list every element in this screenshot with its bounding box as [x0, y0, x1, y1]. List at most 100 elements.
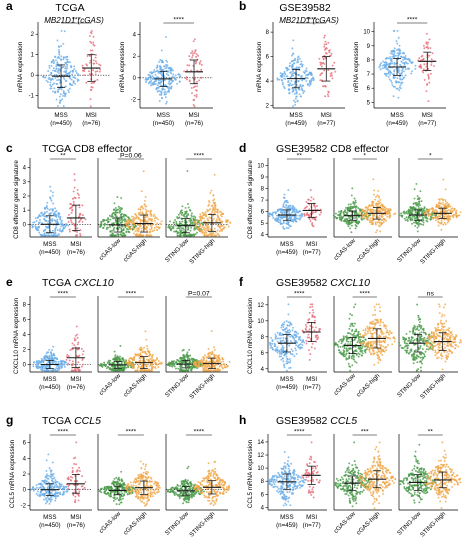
data-point-msi [325, 51, 327, 54]
data-point-cgas-high [143, 346, 146, 349]
data-point-sting-high [206, 210, 209, 213]
data-point-mss [400, 60, 403, 63]
data-point-mss [46, 207, 49, 210]
data-point-mss [302, 84, 304, 87]
data-point-cgas-high [371, 222, 374, 225]
data-point-mss [282, 203, 285, 206]
data-point-msi [77, 361, 80, 364]
data-point-mss [168, 87, 170, 90]
data-point-mss [62, 74, 65, 77]
data-point-msi [313, 204, 316, 207]
data-point-sting-low [172, 362, 175, 364]
data-point-mss [289, 204, 292, 207]
data-point-mss [53, 82, 56, 85]
data-point-msi [78, 196, 80, 199]
data-point-mss [60, 29, 63, 32]
data-point-mss [389, 70, 392, 73]
data-point-cgas-low [108, 367, 111, 370]
data-point-cgas-low [343, 213, 345, 215]
data-point-cgas-high [146, 347, 149, 350]
data-point-sting-low [415, 182, 418, 185]
data-point-mss [64, 56, 67, 59]
x-n-label-d: (n=459) [276, 249, 298, 256]
data-point-sting-low [404, 212, 406, 215]
data-point-sting-low [191, 365, 193, 368]
data-point-mss [47, 70, 50, 73]
data-point-mss [58, 51, 61, 54]
data-point-mss [32, 365, 35, 368]
data-point-mss [273, 211, 276, 214]
data-point-msi [88, 72, 91, 75]
data-point-msi [74, 338, 77, 341]
data-point-mss [278, 221, 281, 224]
data-point-mss [40, 357, 43, 360]
data-point-cgas-high [133, 367, 136, 369]
data-point-cgas-high [157, 218, 160, 221]
data-point-mss [387, 72, 389, 75]
data-point-mss [293, 62, 295, 65]
data-point-msi [313, 319, 316, 322]
data-point-msi [73, 196, 76, 199]
data-point-mss [51, 208, 54, 210]
data-point-msi [68, 228, 71, 231]
data-point-msi [71, 197, 74, 200]
data-point-sting-low [179, 231, 182, 234]
data-point-sting-high [225, 220, 228, 223]
data-point-sting-high [214, 204, 217, 207]
data-point-mss [63, 70, 66, 73]
data-point-sting-high [455, 212, 458, 215]
data-point-mss [292, 336, 295, 339]
data-point-msi [188, 80, 191, 83]
data-point-mss [71, 73, 74, 76]
data-point-sting-high [215, 218, 218, 221]
data-point-mss [294, 334, 297, 337]
data-point-sting-low [167, 363, 170, 365]
data-point-msi [319, 61, 322, 64]
data-point-mss [398, 69, 401, 72]
y-tick-label-e: 2 [23, 348, 27, 354]
data-point-mss [299, 346, 302, 349]
data-point-mss [383, 64, 386, 67]
data-point-sting-high [228, 361, 231, 363]
data-point-mss [307, 83, 309, 86]
data-point-cgas-high [136, 229, 139, 232]
data-point-mss [48, 209, 51, 211]
data-point-mss [174, 77, 177, 80]
data-point-mss [63, 363, 66, 366]
data-point-mss [395, 81, 397, 84]
data-point-cgas-low [103, 361, 106, 364]
data-point-sting-low [189, 229, 192, 232]
data-point-mss [392, 77, 395, 80]
data-point-cgas-high [159, 222, 162, 225]
data-point-cgas-low [349, 227, 352, 230]
data-point-msi [79, 232, 82, 235]
data-point-sting-high [223, 226, 226, 229]
data-point-sting-high [215, 369, 218, 372]
data-point-msi [308, 349, 310, 352]
data-point-msi [194, 50, 197, 53]
data-point-mss [301, 344, 304, 346]
data-point-sting-low [194, 233, 197, 236]
data-point-cgas-low [338, 216, 341, 219]
data-point-cgas-low [102, 226, 104, 229]
data-point-cgas-low [123, 234, 126, 237]
data-point-mss [159, 65, 162, 68]
data-point-mss [174, 74, 177, 77]
data-point-mss [60, 88, 63, 91]
data-point-mss [277, 217, 280, 220]
data-point-cgas-high [157, 360, 160, 362]
data-point-msi [319, 79, 322, 82]
data-point-mss [40, 212, 43, 215]
data-point-cgas-low [117, 205, 120, 208]
data-point-sting-high [205, 224, 207, 227]
data-point-cgas-high [135, 232, 138, 235]
data-point-sting-low [182, 348, 185, 351]
data-point-msi [77, 194, 80, 196]
data-point-mss [51, 229, 54, 232]
data-point-mss [282, 323, 285, 326]
data-point-sting-low [413, 221, 415, 224]
data-point-mss [51, 194, 54, 197]
x-label-d: MSI [306, 241, 317, 248]
data-point-mss [77, 73, 80, 76]
data-point-mss [302, 92, 305, 94]
